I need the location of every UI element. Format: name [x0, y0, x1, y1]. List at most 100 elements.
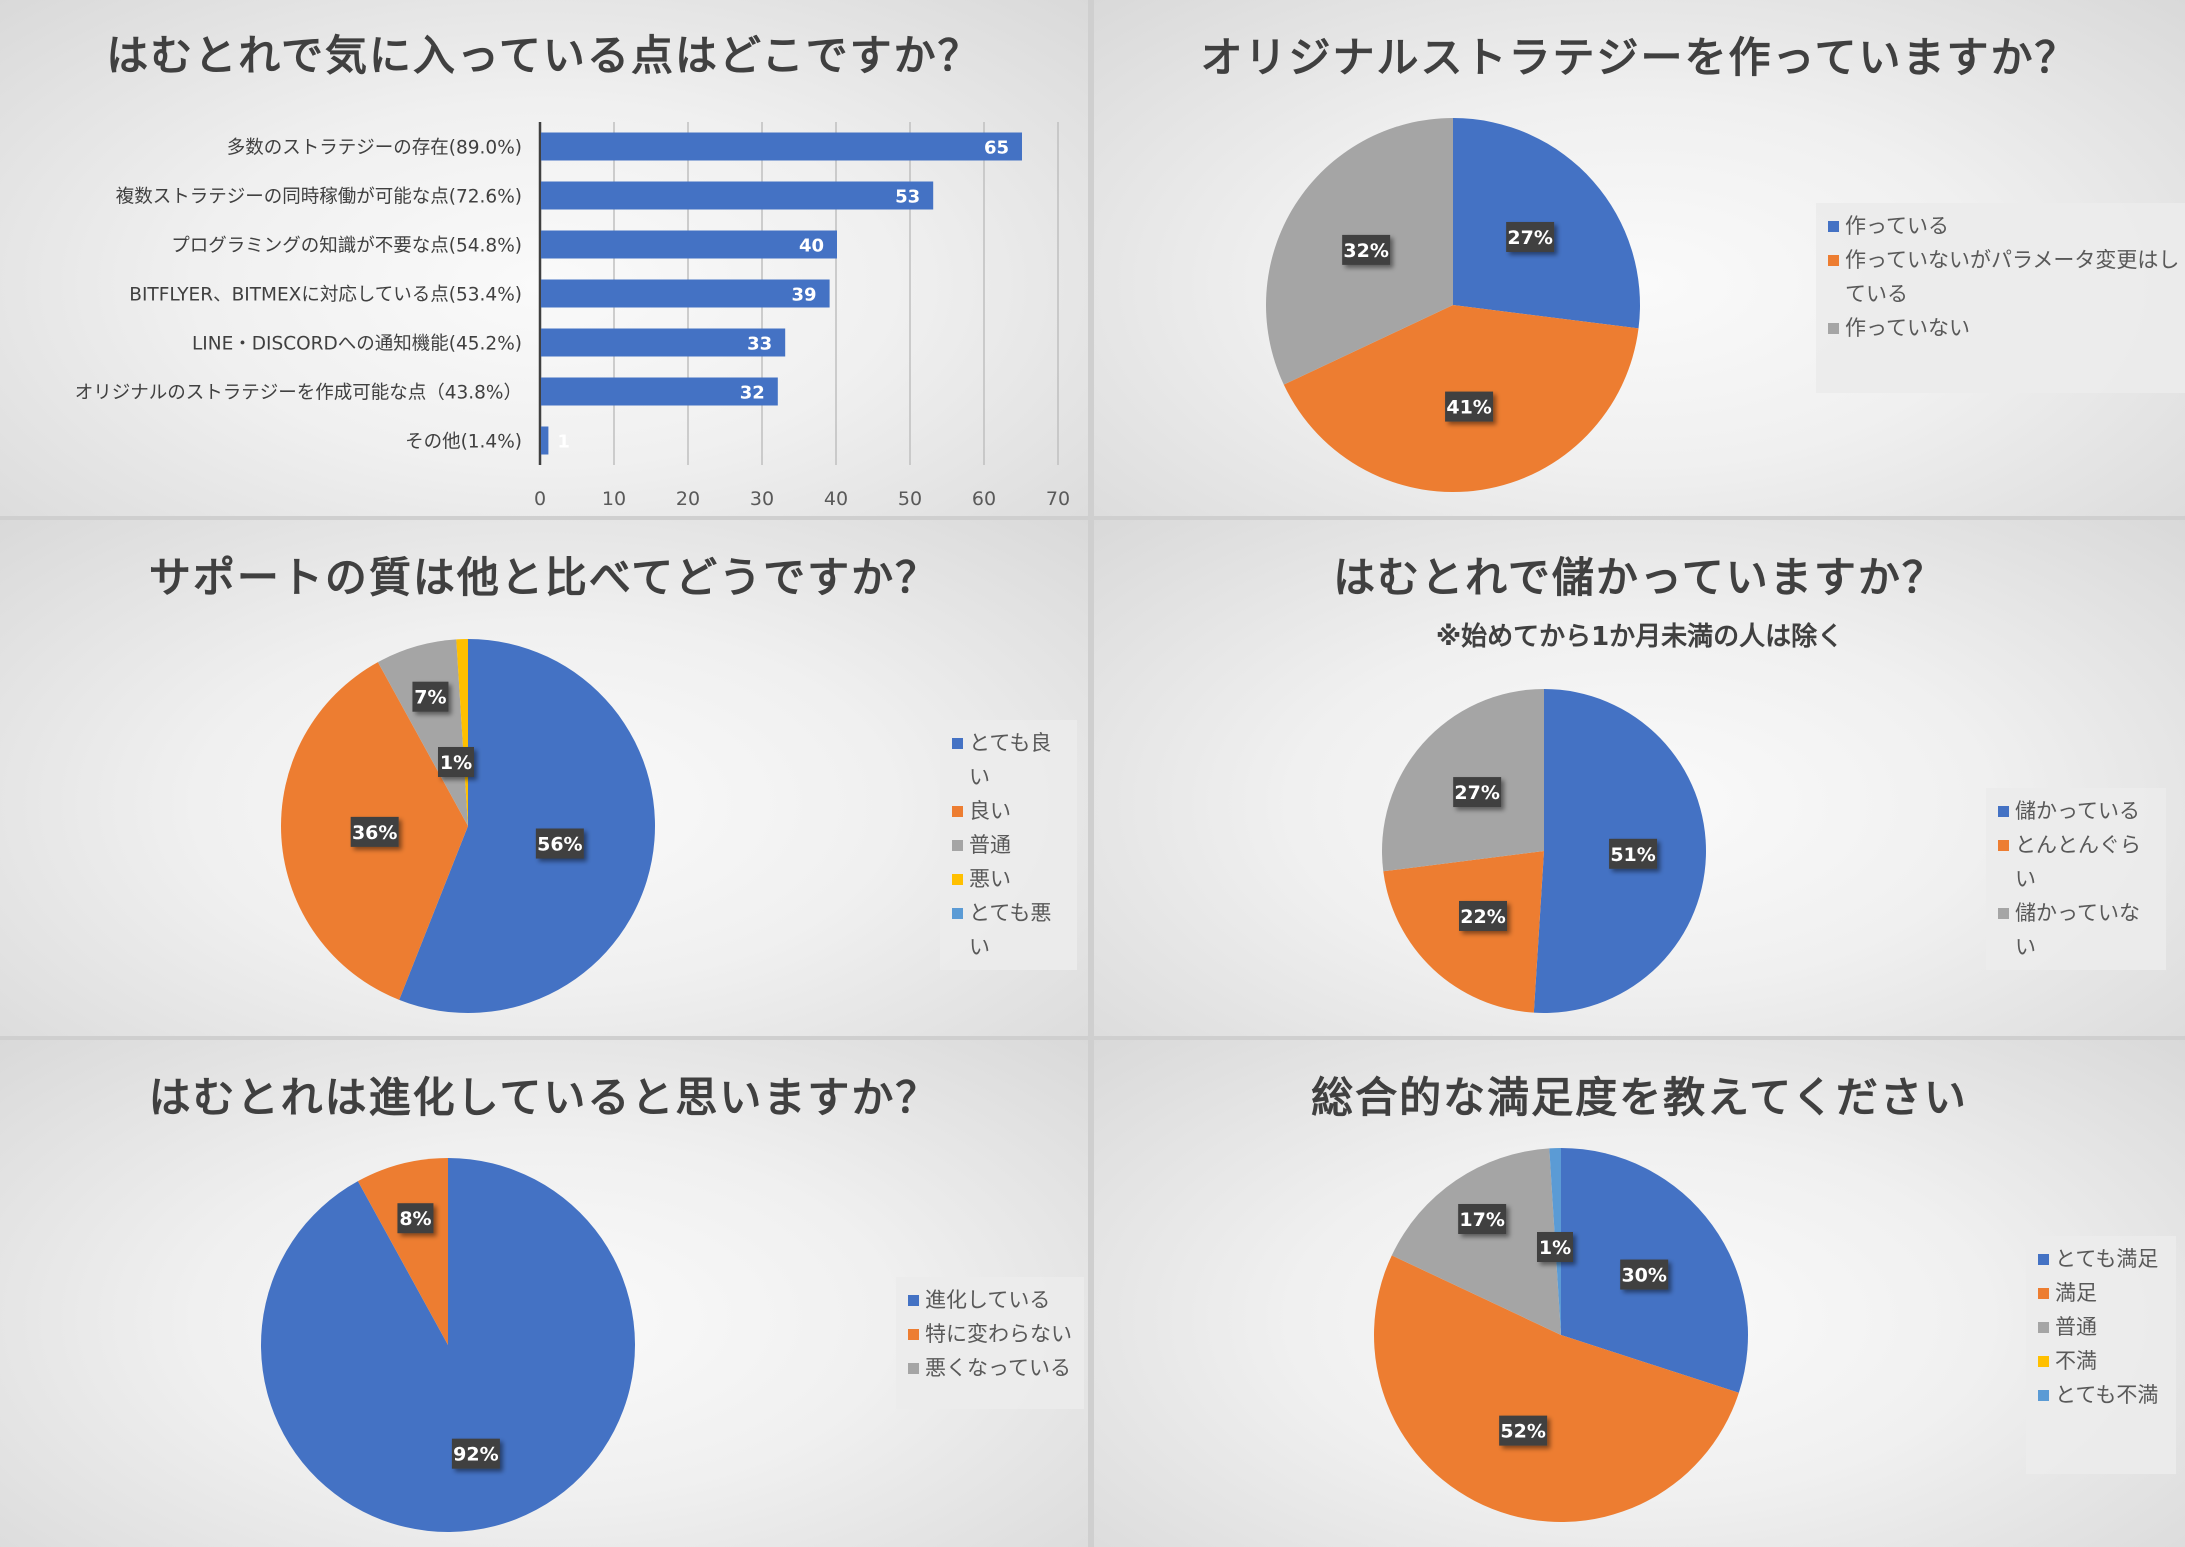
chart-panel: はむとれで気に入っている点はどこですか？ 0 10 20 30 40 50 60 70 多数のスト…: [0, 0, 1088, 516]
data-label: 32: [740, 383, 765, 404]
bar: [541, 279, 830, 308]
legend-swatch: [1828, 255, 1839, 266]
chart-title: 総合的な満足度を教えてください: [1311, 1073, 1968, 1122]
data-label: 92%: [451, 1438, 500, 1469]
legend-item: 作っている: [1828, 209, 2185, 243]
data-label-text: 51%: [1610, 844, 1655, 866]
legend-label: 不満: [2055, 1349, 2097, 1373]
panel-divider: [0, 1036, 2185, 1040]
data-label: 7%: [412, 681, 449, 712]
data-label: 30%: [1620, 1259, 1669, 1290]
data-label-text: 32%: [1343, 240, 1388, 262]
data-label-text: 1%: [1539, 1237, 1571, 1259]
data-label: 27%: [1453, 777, 1502, 808]
panel-divider: [1088, 0, 1094, 1547]
x-tick-label: 60: [972, 488, 996, 510]
legend-item: 作っていない: [1828, 311, 2185, 345]
legend-label: 悪い: [969, 867, 1011, 891]
data-label: 39: [792, 285, 817, 306]
data-label-text: 52%: [1500, 1421, 1545, 1443]
legend-item: とても満足: [2038, 1242, 2164, 1276]
legend-item: とても不満: [2038, 1378, 2164, 1412]
x-tick-label: 40: [824, 488, 848, 510]
x-tick-label: 70: [1046, 488, 1070, 510]
data-label: 33: [747, 334, 772, 355]
legend-swatch: [1828, 323, 1839, 334]
legend-swatch: [1998, 806, 2009, 817]
data-label-text: 1%: [440, 752, 472, 774]
legend-label: 悪くなっている: [925, 1356, 1071, 1380]
chart-panel: 総合的な満足度を教えてください 30% 52% 17% 1% とても満足満足普通不満とても…: [1094, 1040, 2185, 1547]
legend-swatch: [2038, 1254, 2049, 1265]
bar: [541, 426, 549, 455]
legend-item: 普通: [952, 828, 1065, 862]
chart-legend: 進化している 特に変わらない 悪くなっている: [896, 1277, 1084, 1409]
chart-legend: 作っている作っていないがパラメータ変更はしている作っていない: [1816, 203, 2185, 393]
category-label: プログラミングの知識が不要な点(54.8%): [171, 236, 522, 257]
category-label: BITFLYER、BITMEXに対応している点(53.4%): [129, 285, 522, 306]
chart-panel: はむとれは進化していると思いますか？ 92% 8% 進化している 特に変わらない 悪くなっ…: [0, 1040, 1088, 1547]
legend-label: 普通: [969, 833, 1011, 857]
legend-label: とても悪い: [969, 901, 1052, 959]
chart-title: はむとれで儲かっていますか？: [1333, 553, 1946, 602]
legend-label: 特に変わらない: [925, 1322, 1072, 1346]
legend-item: 満足: [2038, 1276, 2164, 1310]
legend-label: とても満足: [2055, 1247, 2159, 1271]
legend-item: 儲かっていない: [1998, 896, 2154, 964]
data-label-text: 92%: [453, 1444, 498, 1466]
legend-label: 儲かっていない: [2015, 901, 2140, 959]
legend-swatch: [2038, 1390, 2049, 1401]
data-label-text: 22%: [1460, 906, 1505, 928]
legend-swatch: [952, 806, 963, 817]
x-tick-label: 50: [898, 488, 922, 510]
panel-divider: [0, 516, 2185, 520]
legend-item: 不満: [2038, 1344, 2164, 1378]
data-label: 40: [799, 236, 824, 257]
legend-item: 作っていないがパラメータ変更はしている: [1828, 243, 2185, 311]
data-label-text: 8%: [399, 1208, 431, 1230]
legend-swatch: [2038, 1356, 2049, 1367]
bar: [541, 132, 1022, 161]
pie-chart: 51% 22% 27%: [1382, 689, 1707, 1013]
legend-label: 普通: [2055, 1315, 2097, 1339]
x-tick-label: 30: [750, 488, 774, 510]
data-label-text: 36%: [352, 822, 397, 844]
category-label: オリジナルのストラテジーを作成可能な点（43.8%）: [75, 383, 522, 404]
data-label: 17%: [1458, 1204, 1507, 1235]
category-label: 多数のストラテジーの存在(89.0%): [227, 138, 522, 159]
chart-panel: オリジナルストラテジーを作っていますか？ 27% 41% 32% 作っている 作っていない…: [1094, 0, 2185, 516]
data-label-text: 56%: [537, 834, 582, 856]
legend-label: とても良い: [969, 731, 1052, 789]
chart-title: オリジナルストラテジーを作っていますか？: [1200, 33, 2079, 82]
legend-item: 特に変わらない: [908, 1317, 1072, 1351]
data-label-text: 41%: [1446, 397, 1491, 419]
pie-chart: 56% 36% 7% 1%: [281, 639, 655, 1013]
chart-panel: サポートの質は他と比べてどうですか？ 56% 36% 7% 1% とても良い 良い 普通 悪いと…: [0, 520, 1088, 1036]
pie-slice: [456, 639, 468, 826]
legend-label: 作っていないがパラメータ変更はしている: [1845, 248, 2180, 306]
legend-label: とんとんぐらい: [2015, 833, 2141, 891]
data-label: 1%: [438, 747, 474, 777]
legend-item: とても悪い: [952, 896, 1065, 964]
data-label: 52%: [1499, 1415, 1548, 1446]
pie-slice: [260, 1158, 635, 1532]
legend-item: とても良い: [952, 726, 1065, 794]
x-tick-label: 20: [676, 488, 700, 510]
data-label: 56%: [535, 828, 584, 859]
legend-label: 進化している: [925, 1288, 1051, 1312]
data-label: 51%: [1609, 838, 1658, 869]
legend-item: 儲かっている: [1998, 794, 2154, 828]
bar: [541, 230, 837, 259]
data-label-text: 30%: [1621, 1265, 1666, 1287]
legend-swatch: [952, 738, 963, 749]
legend-swatch: [1998, 908, 2009, 919]
data-label: 1%: [1537, 1232, 1573, 1262]
data-label: 22%: [1459, 900, 1508, 931]
data-label-text: 17%: [1459, 1209, 1504, 1231]
pie-chart: 92% 8%: [260, 1158, 635, 1532]
x-tick-label: 10: [602, 488, 626, 510]
legend-label: 満足: [2055, 1281, 2097, 1305]
data-label: 36%: [350, 816, 399, 847]
legend-label: 作っている: [1845, 214, 1949, 238]
